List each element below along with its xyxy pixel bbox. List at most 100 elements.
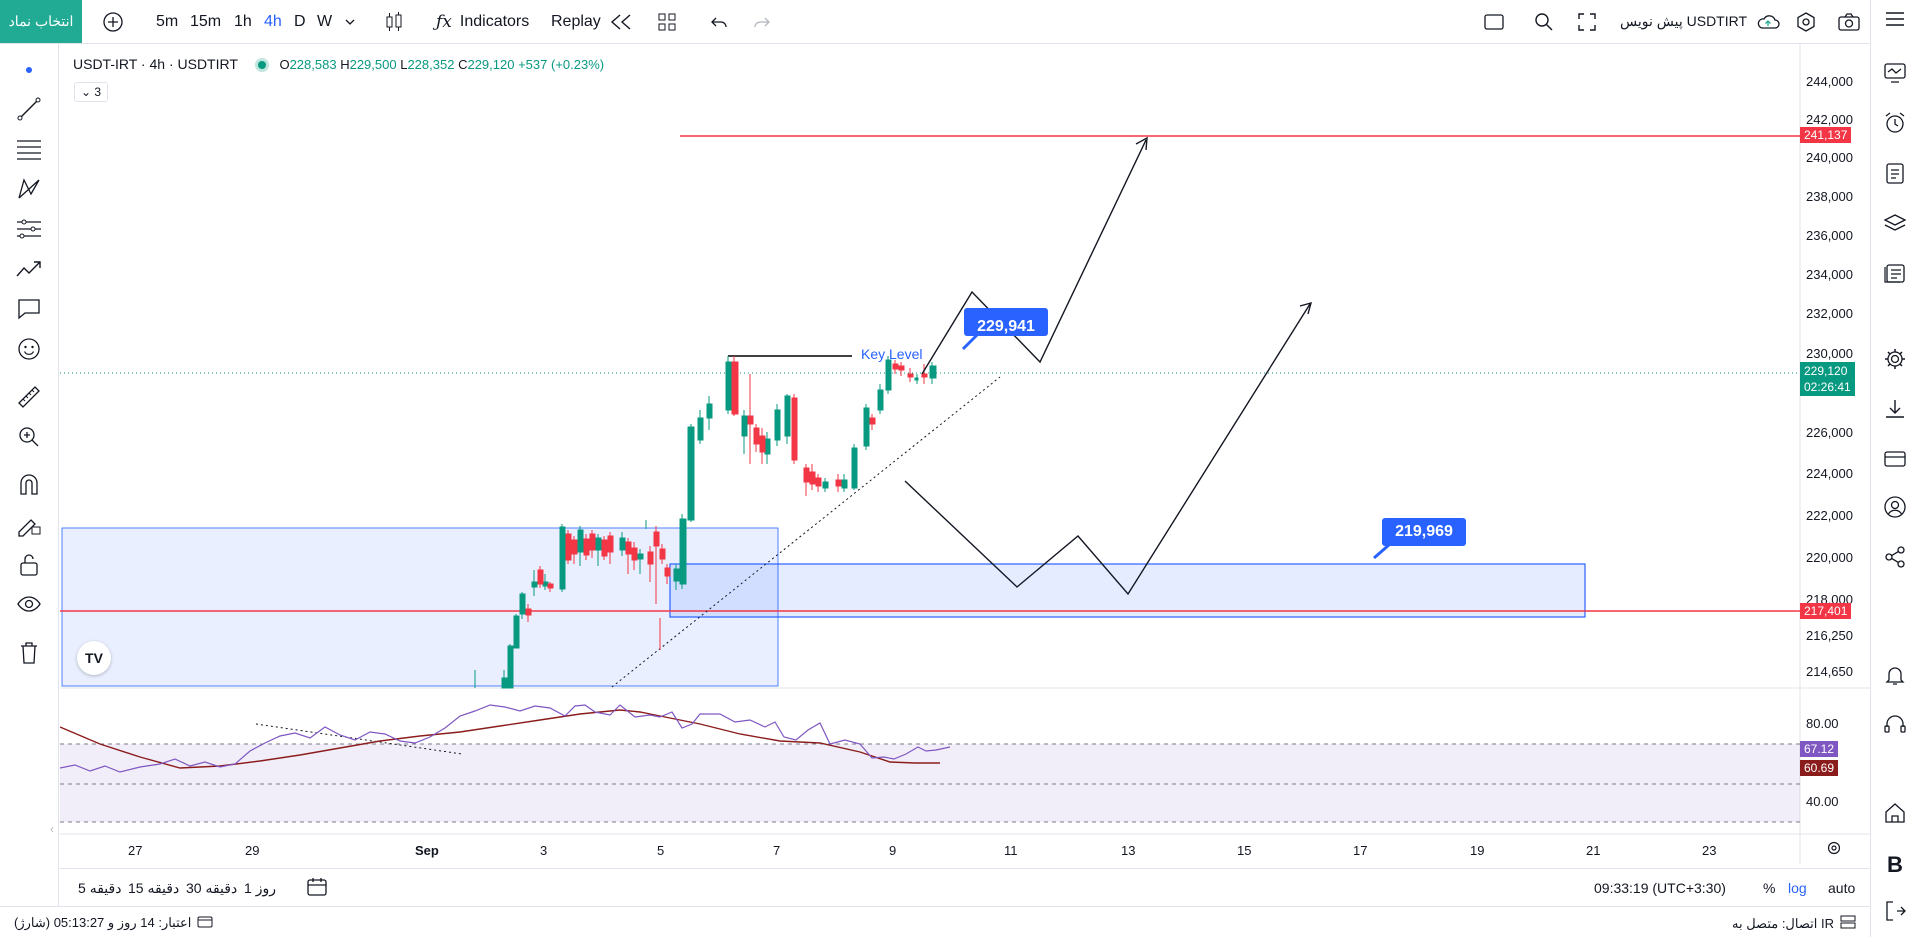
last-price: 229,120 (1804, 364, 1848, 378)
add-symbol-button[interactable] (102, 0, 124, 43)
undo-button[interactable] (710, 0, 728, 43)
calendar-icon (306, 877, 328, 900)
lock-drawings-tool[interactable] (14, 552, 44, 582)
interval-15m[interactable]: 15m (190, 12, 222, 30)
goto-date-button[interactable] (306, 869, 328, 907)
rewind-icon (609, 13, 633, 31)
measure-tool[interactable] (14, 384, 44, 414)
range-15d[interactable]: 15 دقیقه (128, 879, 180, 896)
callout-upper[interactable] (961, 308, 1048, 351)
pattern-tool[interactable] (14, 176, 44, 206)
home-button[interactable] (1880, 800, 1910, 830)
callout-lower[interactable] (1373, 518, 1466, 560)
key-level-label[interactable]: Key Level (861, 346, 923, 362)
interval-w[interactable]: W (317, 12, 333, 30)
callout-upper-label[interactable]: 229,941 (977, 318, 1035, 335)
menu-button[interactable] (1880, 6, 1910, 36)
interval-1h[interactable]: 1h (234, 12, 252, 30)
quick-search-button[interactable] (1533, 0, 1555, 43)
symbol-search-button[interactable]: انتخاب نماد (0, 0, 82, 43)
range-1d[interactable]: 1 روز (244, 879, 276, 896)
percent-toggle[interactable]: % (1763, 880, 1776, 896)
watchlist-button[interactable] (1880, 60, 1910, 90)
callout-lower-label[interactable]: 219,969 (1395, 523, 1453, 540)
settings-button[interactable] (1795, 0, 1817, 43)
change-value: +537 (+0.23%) (518, 57, 605, 72)
symbol-title[interactable]: USDT-IRT · 4h · USDTIRT (73, 56, 238, 72)
projection-arrowhead-zone (1299, 302, 1312, 315)
gear-icon (1883, 347, 1907, 376)
projection-tool[interactable] (14, 256, 44, 286)
monitor-icon (1883, 62, 1907, 89)
interval-d[interactable]: D (294, 12, 306, 30)
calendar-button[interactable] (1880, 260, 1910, 290)
plus-circle-icon (102, 11, 124, 33)
fullscreen-toggle[interactable] (1483, 0, 1505, 43)
range-30d[interactable]: 30 دقیقه (186, 879, 238, 896)
wallet-button[interactable] (1880, 446, 1910, 476)
demand-zone-right[interactable] (669, 563, 1586, 618)
cursor-tool[interactable] (14, 56, 44, 86)
profile-button[interactable] (1880, 494, 1910, 524)
bell-icon (1883, 663, 1907, 692)
home-icon (1883, 801, 1907, 830)
connection-status[interactable]: اتصال: متصل به IR (1732, 915, 1856, 932)
demand-zone-left[interactable] (61, 527, 779, 687)
exit-button[interactable] (1880, 898, 1910, 928)
trendline-tool[interactable] (14, 96, 44, 126)
brand-button[interactable]: B (1880, 850, 1910, 880)
replay-button[interactable]: Replay (551, 0, 633, 43)
magnet-icon (16, 472, 42, 503)
notes-button[interactable] (1880, 160, 1910, 190)
save-layout-button[interactable]: پیش نویس USDTIRT (1620, 0, 1781, 43)
log-toggle[interactable]: log (1788, 880, 1807, 896)
interval-4h[interactable]: 4h (264, 12, 282, 30)
notifications-button[interactable] (1880, 662, 1910, 692)
rsi-tick: 40.00 (1806, 794, 1839, 809)
credit-status[interactable]: اعتبار: 14 روز و 05:13:27 (شارژ) (14, 915, 213, 931)
undo-icon (710, 15, 728, 29)
snapshot-button[interactable] (1837, 0, 1861, 43)
interval-dropdown[interactable] (344, 0, 356, 43)
emoji-tool[interactable] (14, 336, 44, 366)
redo-button[interactable] (753, 0, 771, 43)
indicators-button[interactable]: ƒx Indicators (436, 0, 529, 43)
settings-sidebar-button[interactable] (1880, 346, 1910, 376)
chart-canvas[interactable] (60, 44, 1870, 864)
layers-button[interactable] (1880, 210, 1910, 240)
date-tick: 21 (1586, 843, 1601, 858)
fib-tool[interactable] (14, 136, 44, 166)
layers-icon (1883, 212, 1907, 239)
hide-drawings-tool[interactable] (14, 592, 44, 622)
share-button[interactable] (1880, 544, 1910, 574)
support-button[interactable] (1880, 712, 1910, 742)
tradingview-logo[interactable]: TV (77, 641, 111, 675)
expand-button[interactable] (1577, 0, 1597, 43)
layout-button[interactable] (657, 0, 677, 43)
interval-5m[interactable]: 5m (156, 12, 179, 30)
collapse-left-panel[interactable]: ‹ (50, 822, 54, 836)
zoom-tool[interactable] (14, 424, 44, 454)
alarm-clock-icon (1883, 111, 1907, 140)
range-5d[interactable]: 5 دقیقه (78, 879, 122, 896)
download-icon (1883, 397, 1907, 426)
price-tick: 222,000 (1806, 508, 1853, 523)
axis-settings-button[interactable] (1826, 840, 1842, 861)
forecast-tool[interactable] (14, 216, 44, 246)
projection-path-zone[interactable] (904, 303, 1311, 596)
magnet-tool[interactable] (14, 472, 44, 502)
indicators-collapse-toggle[interactable]: ⌄ 3 (74, 82, 109, 102)
price-tick: 236,000 (1806, 228, 1853, 243)
remove-drawings-tool[interactable] (14, 640, 44, 670)
alerts-button[interactable] (1880, 110, 1910, 140)
date-tick: 3 (540, 843, 548, 858)
dot-icon (24, 62, 34, 80)
replay-label: Replay (551, 12, 601, 30)
auto-toggle[interactable]: auto (1828, 880, 1856, 896)
download-button[interactable] (1880, 396, 1910, 426)
clock-display[interactable]: 09:33:19 (UTC+3:30) (1594, 880, 1726, 896)
chart-type-button[interactable] (384, 0, 404, 43)
stay-in-drawing-tool[interactable] (14, 512, 44, 542)
trendline-icon (16, 96, 42, 127)
annotation-tool[interactable] (14, 296, 44, 326)
